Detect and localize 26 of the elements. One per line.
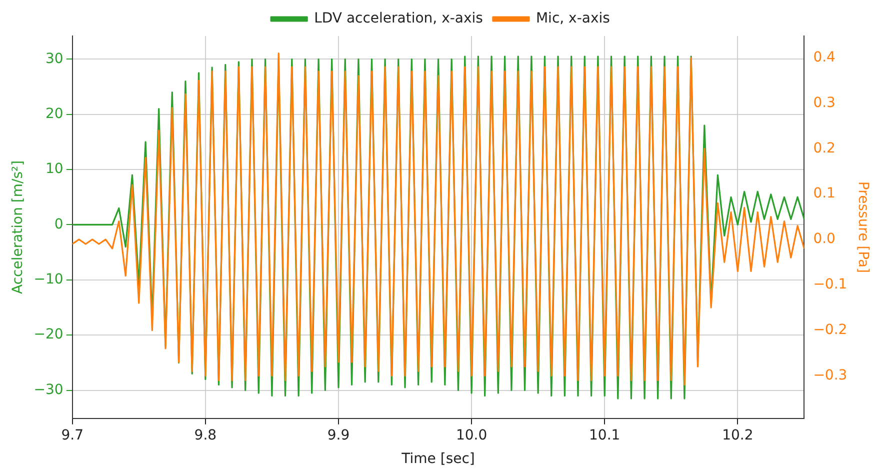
y2-tick-label: 0.4: [813, 49, 836, 66]
y2-tick-label: −0.3: [813, 367, 848, 384]
x-tick-label: 9.9: [327, 427, 350, 444]
legend-label: Mic, x-axis: [536, 10, 610, 27]
legend-label: LDV acceleration, x-axis: [314, 10, 483, 27]
y-tick-label: 10: [46, 161, 64, 178]
y-axis-title: Acceleration [m/s²]: [10, 160, 26, 294]
y-tick-label: 0: [54, 216, 64, 232]
y2-axis-title: Pressure [Pa]: [854, 181, 871, 273]
y-tick-label: −10: [34, 272, 64, 288]
x-tick-label: 9.8: [194, 427, 217, 444]
x-tick-label: 10.2: [722, 427, 754, 444]
y-tick-label: 20: [46, 106, 64, 122]
y-tick-label: −20: [34, 326, 64, 343]
y2-tick-label: −0.2: [813, 322, 848, 338]
x-axis-title: Time [sec]: [400, 451, 475, 468]
y-tick-label: −30: [34, 382, 64, 398]
x-tick-label: 9.7: [61, 427, 84, 444]
x-tick-label: 10.1: [589, 427, 620, 444]
y2-tick-label: 0.1: [813, 186, 836, 202]
y2-tick-label: −0.1: [813, 276, 848, 293]
y2-tick-label: 0.2: [813, 140, 836, 156]
y2-tick-label: 0.3: [813, 94, 836, 111]
x-tick-label: 10.0: [456, 427, 488, 444]
y2-tick-label: 0.0: [813, 231, 836, 248]
y-tick-label: 30: [46, 50, 64, 67]
